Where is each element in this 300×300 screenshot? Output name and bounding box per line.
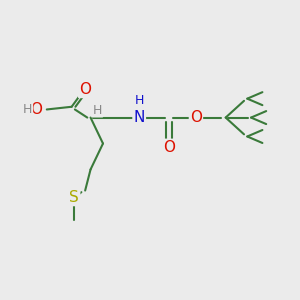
Text: O: O [79,82,91,97]
Text: O: O [190,110,202,125]
Text: O: O [30,102,42,117]
Text: H: H [134,94,144,107]
Text: H: H [23,103,32,116]
Text: O: O [163,140,175,155]
Text: S: S [70,190,79,205]
Text: H: H [93,103,102,116]
Text: N: N [134,110,145,125]
